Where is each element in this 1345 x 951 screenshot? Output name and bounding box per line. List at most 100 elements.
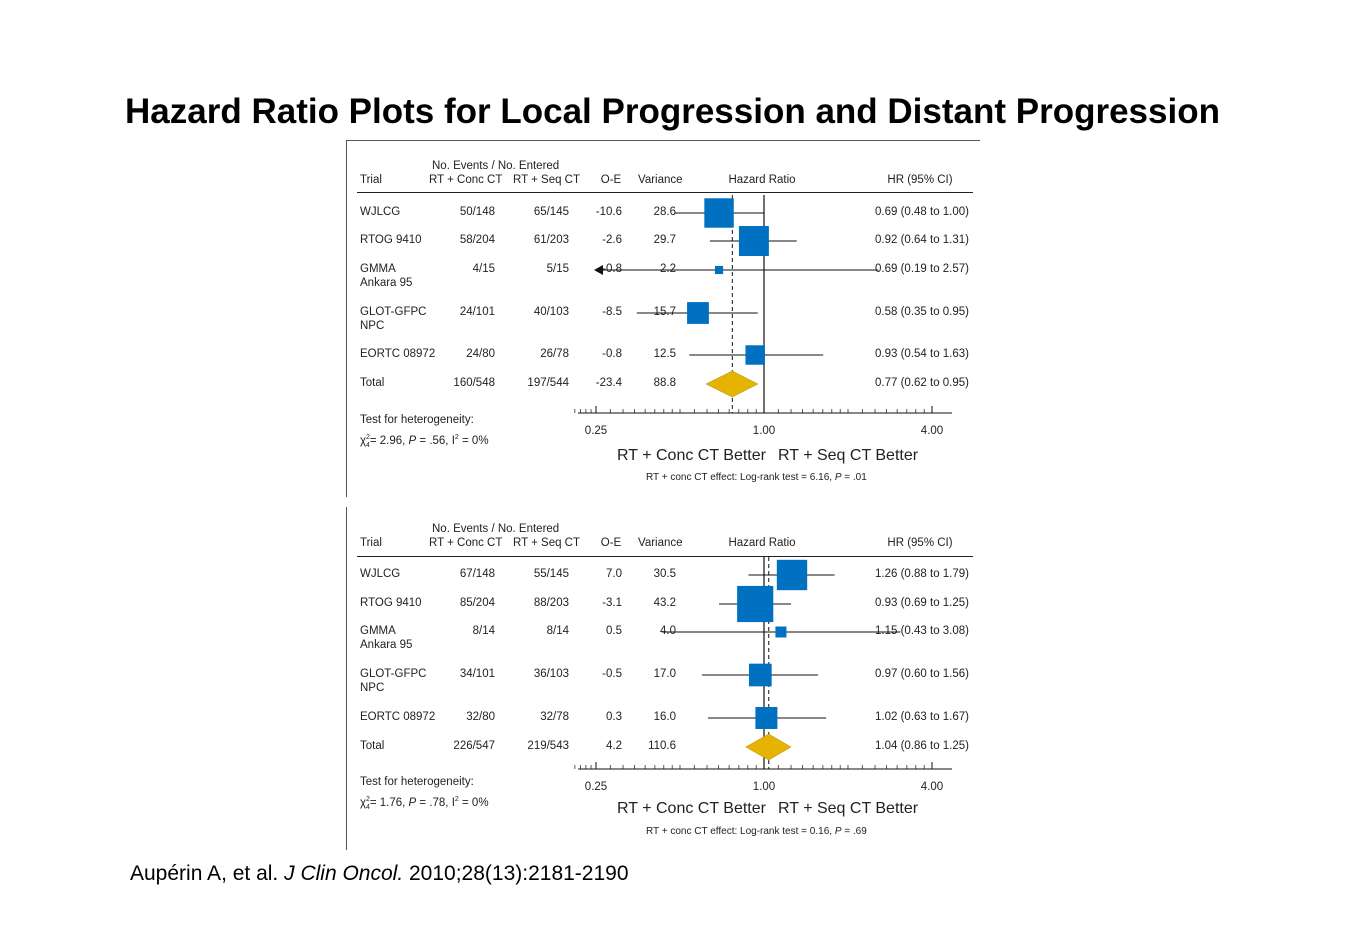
variance-value: 15.7: [653, 306, 676, 318]
header-conc: RT + Conc CT: [429, 537, 503, 549]
hr-ci-text: 0.69 (0.48 to 1.00): [875, 206, 969, 218]
oe-value: -2.6: [602, 234, 622, 246]
chi-df-sup: 2: [366, 434, 370, 441]
header-seq: RT + Seq CT: [513, 174, 581, 186]
p-value: = .78, I: [416, 796, 455, 809]
conc-events: 24/101: [459, 306, 495, 318]
variance-value: 43.2: [653, 597, 676, 609]
effect-note-p-value: = .01: [841, 472, 867, 483]
effect-note-text: RT + conc CT effect: Log-rank test = 6.1…: [646, 472, 835, 483]
trial-name: RTOG 9410: [360, 234, 422, 246]
hr-ci-text: 1.02 (0.63 to 1.67): [875, 711, 969, 723]
header-trial: Trial: [360, 174, 382, 186]
header-hr-ci: HR (95% CI): [887, 174, 953, 186]
hr-ci-text: 0.92 (0.64 to 1.31): [875, 234, 969, 246]
header-oe: O-E: [600, 174, 622, 186]
conc-events: 4/15: [472, 263, 495, 275]
variance-value: 110.6: [648, 740, 676, 752]
variance-value: 2.2: [660, 263, 676, 275]
effect-note: RT + conc CT effect: Log-rank test = 0.1…: [646, 826, 867, 837]
header-conc: RT + Conc CT: [429, 174, 503, 186]
i2-value: = 0%: [458, 796, 489, 809]
header-trial: Trial: [360, 537, 382, 549]
trial-name: GLOT-GFPC: [360, 668, 427, 680]
chi-df-sub: 4: [365, 804, 370, 812]
hr-point-box: [714, 265, 724, 275]
header-rule: [357, 556, 973, 558]
total-label: Total: [360, 740, 385, 752]
hr-ci-text: 0.97 (0.60 to 1.56): [875, 668, 969, 680]
x-tick-label: 1.00: [753, 781, 775, 793]
seq-events: 26/78: [540, 348, 569, 360]
hr-ci-text: 0.77 (0.62 to 0.95): [875, 377, 969, 389]
variance-value: 88.8: [653, 377, 676, 389]
trial-name: WJLCG: [360, 568, 401, 580]
conc-events: 8/14: [472, 625, 495, 637]
chi-df-sup: 2: [366, 796, 370, 803]
hr-ci-text: 0.93 (0.54 to 1.63): [875, 348, 969, 360]
effect-note-p-label: P: [834, 826, 842, 837]
header-variance: Variance: [638, 174, 683, 186]
heterogeneity-block: Test for heterogeneity: χ24= 1.76, P = .7…: [360, 774, 489, 816]
header-rule: [357, 192, 973, 194]
forest-plot-svg: 0.25 1.00 4.00: [574, 557, 952, 793]
i2-value: = 0%: [458, 434, 489, 447]
header-variance: Variance: [638, 537, 683, 549]
variance-value: 4.0: [660, 625, 676, 637]
x-tick-label: 0.25: [585, 781, 607, 793]
x-tick-label: 4.00: [921, 781, 943, 793]
citation: Aupérin A, et al. J Clin Oncol. 2010;28(…: [130, 862, 629, 886]
total-label: Total: [360, 377, 385, 389]
favours-conc-label: RT + Conc CT Better: [617, 800, 766, 817]
p-label: P: [408, 434, 417, 447]
forest-plot-local-progression: No. Events / No. Entered Trial RT + Conc C…: [346, 140, 980, 497]
favours-seq-label: RT + Seq CT Better: [778, 800, 919, 817]
conc-events: 85/204: [459, 597, 495, 609]
trial-name: WJLCG: [360, 206, 401, 218]
seq-events: 88/203: [533, 597, 569, 609]
conc-events: 67/148: [459, 568, 495, 580]
citation-journal: J Clin Oncol.: [284, 862, 404, 885]
trial-name: GMMA: [360, 263, 396, 275]
conc-events: 226/547: [453, 740, 495, 752]
oe-value: 0.5: [606, 625, 622, 637]
heterogeneity-label: Test for heterogeneity:: [360, 776, 474, 788]
trial-name-line2: NPC: [360, 320, 385, 332]
header-hazard-ratio: Hazard Ratio: [728, 174, 796, 186]
oe-value: -23.4: [595, 377, 622, 389]
hr-ci-text: 0.69 (0.19 to 2.57): [875, 263, 969, 275]
seq-events: 36/103: [533, 668, 569, 680]
conc-events: 34/101: [459, 668, 495, 680]
favours-seq-label: RT + Seq CT Better: [778, 447, 919, 464]
seq-events: 61/203: [533, 234, 569, 246]
hr-point-box: [687, 302, 709, 324]
variance-value: 16.0: [653, 711, 676, 723]
hr-point-box: [748, 663, 772, 687]
seq-events: 219/543: [527, 740, 569, 752]
hr-ci-text: 1.26 (0.88 to 1.79): [875, 568, 969, 580]
seq-events: 40/103: [533, 306, 569, 318]
conc-events: 50/148: [459, 206, 495, 218]
heterogeneity-stat: χ24= 2.96, P = .56, I2 = 0%: [360, 429, 489, 454]
panel-frame-top: [346, 140, 980, 141]
variance-value: 17.0: [653, 668, 676, 680]
chi-df-sub: 4: [365, 442, 370, 450]
x-tick-label: 1.00: [753, 425, 775, 437]
chi-symbol: χ: [360, 434, 367, 447]
oe-value: -10.6: [595, 206, 622, 218]
trial-name-line2: NPC: [360, 682, 385, 694]
variance-value: 29.7: [653, 234, 676, 246]
conc-events: 58/204: [459, 234, 495, 246]
p-label: P: [408, 796, 417, 809]
slide-title: Hazard Ratio Plots for Local Progression…: [125, 92, 1220, 131]
chi-value: = 2.96,: [369, 434, 409, 447]
seq-events: 197/544: [527, 377, 569, 389]
trial-name: GLOT-GFPC: [360, 306, 427, 318]
oe-value: -0.8: [602, 263, 622, 275]
hr-point-box: [755, 707, 778, 729]
oe-value: 7.0: [606, 568, 622, 580]
variance-value: 30.5: [653, 568, 676, 580]
oe-value: -0.5: [602, 668, 622, 680]
trial-name-line2: Ankara 95: [360, 277, 413, 289]
x-tick-label: 0.25: [585, 425, 607, 437]
